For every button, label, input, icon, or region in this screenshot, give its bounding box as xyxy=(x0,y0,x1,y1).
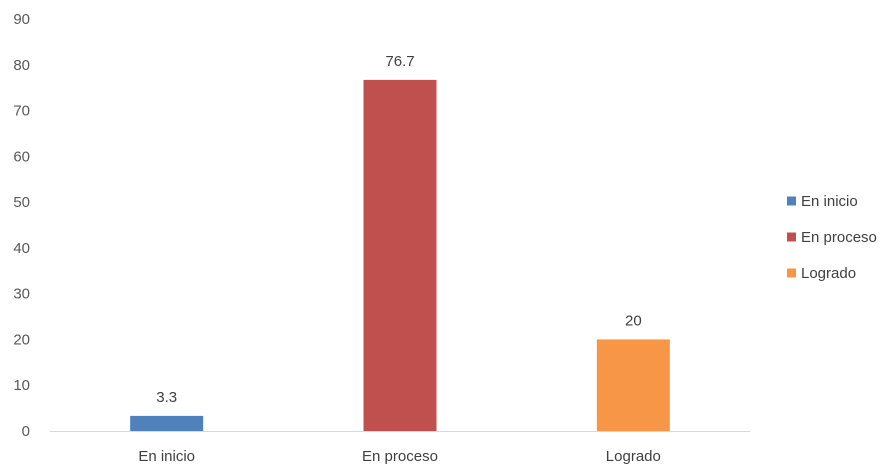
x-tick-label: En proceso xyxy=(362,448,438,465)
y-tick-label: 50 xyxy=(13,194,30,211)
legend-swatch xyxy=(787,196,796,206)
y-tick-label: 80 xyxy=(13,57,30,74)
x-axis: En inicio En proceso Logrado xyxy=(138,448,661,465)
bar xyxy=(596,339,670,431)
data-label: 3.3 xyxy=(156,389,177,406)
legend: En inicio En proceso Logrado xyxy=(787,193,877,282)
y-tick-label: 40 xyxy=(13,240,30,257)
y-tick-label: 70 xyxy=(13,103,30,120)
bar xyxy=(363,79,437,431)
y-tick-label: 0 xyxy=(22,423,30,440)
y-tick-label: 10 xyxy=(13,377,30,394)
legend-entry: Logrado xyxy=(801,265,856,282)
data-labels: 3.3 76.7 20 xyxy=(156,53,641,406)
data-label: 20 xyxy=(625,312,642,329)
y-tick-label: 30 xyxy=(13,286,30,303)
y-axis: 0 10 20 30 40 50 60 70 80 90 xyxy=(13,11,30,440)
legend-entry: En proceso xyxy=(801,229,877,246)
legend-swatch xyxy=(787,268,796,278)
y-tick-label: 60 xyxy=(13,148,30,165)
legend-entry: En inicio xyxy=(801,193,858,210)
legend-swatch xyxy=(787,232,796,242)
data-label: 76.7 xyxy=(385,53,414,70)
x-tick-label: Logrado xyxy=(606,448,661,465)
y-tick-label: 20 xyxy=(13,331,30,348)
bars xyxy=(130,79,670,431)
y-tick-label: 90 xyxy=(13,11,30,28)
x-tick-label: En inicio xyxy=(138,448,195,465)
bar xyxy=(130,415,204,431)
